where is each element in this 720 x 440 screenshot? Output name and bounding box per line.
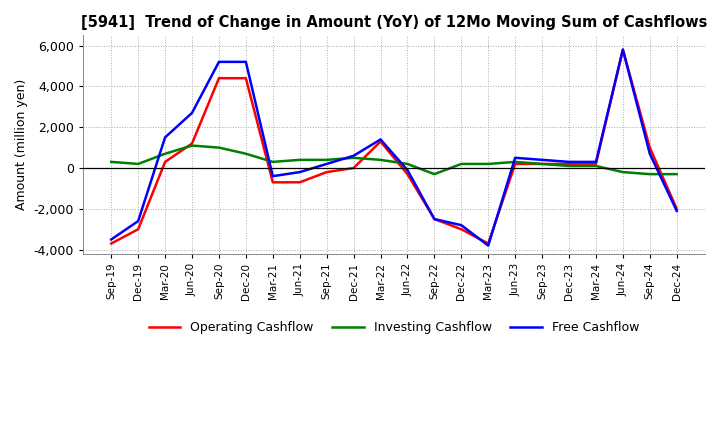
Free Cashflow <box>484 243 492 248</box>
Free Cashflow <box>430 216 438 222</box>
Investing Cashflow <box>241 151 250 156</box>
Operating Cashflow <box>564 161 573 167</box>
Investing Cashflow <box>323 157 331 162</box>
Line: Free Cashflow: Free Cashflow <box>111 50 677 246</box>
Operating Cashflow <box>618 47 627 52</box>
Free Cashflow <box>538 157 546 162</box>
Investing Cashflow <box>161 151 169 156</box>
Operating Cashflow <box>645 145 654 150</box>
Operating Cashflow <box>484 241 492 246</box>
Operating Cashflow <box>538 161 546 167</box>
Investing Cashflow <box>403 161 412 167</box>
Investing Cashflow <box>134 161 143 167</box>
Investing Cashflow <box>349 155 358 161</box>
Operating Cashflow <box>107 241 115 246</box>
Investing Cashflow <box>215 145 223 150</box>
Operating Cashflow <box>457 227 466 232</box>
Free Cashflow <box>645 151 654 156</box>
Free Cashflow <box>241 59 250 65</box>
Free Cashflow <box>672 208 681 213</box>
Operating Cashflow <box>510 161 519 167</box>
Free Cashflow <box>618 47 627 52</box>
Line: Investing Cashflow: Investing Cashflow <box>111 146 677 174</box>
Free Cashflow <box>403 168 412 173</box>
Y-axis label: Amount (million yen): Amount (million yen) <box>15 79 28 210</box>
Investing Cashflow <box>672 172 681 177</box>
Operating Cashflow <box>134 227 143 232</box>
Investing Cashflow <box>645 172 654 177</box>
Investing Cashflow <box>592 163 600 169</box>
Investing Cashflow <box>457 161 466 167</box>
Investing Cashflow <box>295 157 304 162</box>
Operating Cashflow <box>376 139 384 144</box>
Free Cashflow <box>592 159 600 165</box>
Investing Cashflow <box>430 172 438 177</box>
Investing Cashflow <box>538 161 546 167</box>
Operating Cashflow <box>403 172 412 177</box>
Free Cashflow <box>376 137 384 142</box>
Operating Cashflow <box>269 180 277 185</box>
Free Cashflow <box>134 218 143 224</box>
Line: Operating Cashflow: Operating Cashflow <box>111 50 677 244</box>
Free Cashflow <box>269 173 277 179</box>
Investing Cashflow <box>188 143 197 148</box>
Operating Cashflow <box>672 206 681 212</box>
Operating Cashflow <box>215 76 223 81</box>
Title: [5941]  Trend of Change in Amount (YoY) of 12Mo Moving Sum of Cashflows: [5941] Trend of Change in Amount (YoY) o… <box>81 15 707 30</box>
Investing Cashflow <box>618 169 627 175</box>
Free Cashflow <box>107 237 115 242</box>
Investing Cashflow <box>564 163 573 169</box>
Operating Cashflow <box>323 169 331 175</box>
Operating Cashflow <box>592 161 600 167</box>
Free Cashflow <box>564 159 573 165</box>
Investing Cashflow <box>107 159 115 165</box>
Free Cashflow <box>510 155 519 161</box>
Investing Cashflow <box>376 157 384 162</box>
Investing Cashflow <box>269 159 277 165</box>
Free Cashflow <box>457 223 466 228</box>
Operating Cashflow <box>161 159 169 165</box>
Operating Cashflow <box>241 76 250 81</box>
Operating Cashflow <box>188 141 197 146</box>
Legend: Operating Cashflow, Investing Cashflow, Free Cashflow: Operating Cashflow, Investing Cashflow, … <box>144 316 644 339</box>
Investing Cashflow <box>484 161 492 167</box>
Free Cashflow <box>295 169 304 175</box>
Free Cashflow <box>349 153 358 158</box>
Free Cashflow <box>188 110 197 116</box>
Free Cashflow <box>161 135 169 140</box>
Investing Cashflow <box>510 159 519 165</box>
Operating Cashflow <box>430 216 438 222</box>
Operating Cashflow <box>295 180 304 185</box>
Free Cashflow <box>323 161 331 167</box>
Free Cashflow <box>215 59 223 65</box>
Operating Cashflow <box>349 165 358 171</box>
